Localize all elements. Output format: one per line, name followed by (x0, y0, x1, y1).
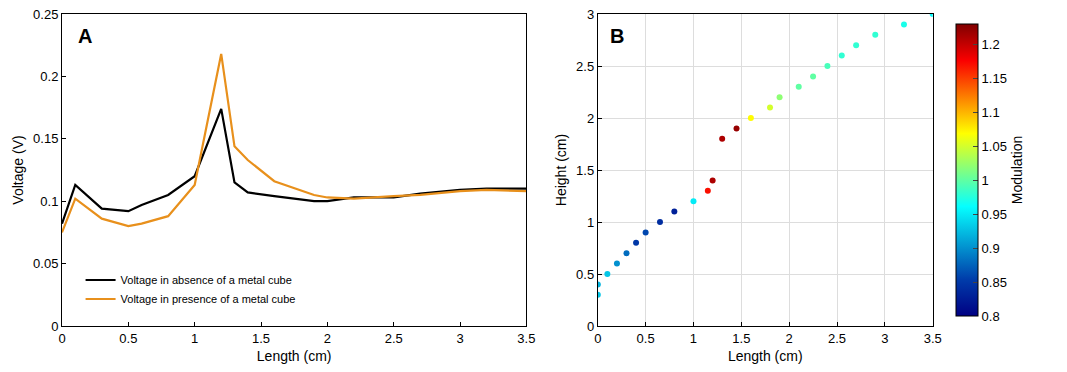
svg-text:0.8: 0.8 (982, 309, 1000, 324)
svg-text:3: 3 (881, 331, 888, 346)
svg-text:0.9: 0.9 (982, 241, 1000, 256)
svg-text:3.5: 3.5 (924, 331, 942, 346)
svg-text:2: 2 (324, 331, 331, 346)
svg-text:0.5: 0.5 (119, 331, 137, 346)
svg-text:Height (cm): Height (cm) (553, 134, 569, 206)
svg-text:Length (cm): Length (cm) (257, 348, 332, 364)
svg-text:1.5: 1.5 (252, 331, 270, 346)
svg-text:1.05: 1.05 (982, 139, 1007, 154)
svg-text:A: A (78, 25, 92, 47)
svg-text:2: 2 (786, 331, 793, 346)
svg-text:2.5: 2.5 (576, 59, 594, 74)
svg-text:0: 0 (51, 319, 58, 334)
svg-text:2.5: 2.5 (385, 331, 403, 346)
svg-text:Length (cm): Length (cm) (728, 348, 803, 364)
svg-text:0.1: 0.1 (40, 194, 58, 209)
svg-text:1: 1 (982, 173, 989, 188)
svg-text:Voltage in absence of a metal: Voltage in absence of a metal cube (121, 274, 292, 286)
svg-text:2: 2 (587, 111, 594, 126)
svg-text:3.5: 3.5 (517, 331, 535, 346)
svg-text:0.95: 0.95 (982, 207, 1007, 222)
svg-text:0.5: 0.5 (637, 331, 655, 346)
svg-text:3: 3 (456, 331, 463, 346)
svg-text:0.85: 0.85 (982, 275, 1007, 290)
svg-text:1.2: 1.2 (982, 37, 1000, 52)
svg-text:0.25: 0.25 (33, 7, 58, 22)
svg-text:1.15: 1.15 (982, 71, 1007, 86)
svg-text:1.1: 1.1 (982, 105, 1000, 120)
svg-text:Modulation: Modulation (1009, 136, 1025, 205)
svg-text:1: 1 (690, 331, 697, 346)
svg-text:1: 1 (191, 331, 198, 346)
svg-text:0: 0 (594, 331, 601, 346)
svg-text:Voltage (V): Voltage (V) (10, 135, 26, 204)
svg-text:3: 3 (587, 7, 594, 22)
svg-text:B: B (610, 25, 624, 47)
svg-text:0.2: 0.2 (40, 69, 58, 84)
svg-text:Voltage in presence of a metal: Voltage in presence of a metal cube (121, 293, 296, 305)
svg-text:0: 0 (58, 331, 65, 346)
svg-text:0.05: 0.05 (33, 256, 58, 271)
svg-text:0.5: 0.5 (576, 267, 594, 282)
svg-text:0: 0 (587, 319, 594, 334)
svg-text:1.5: 1.5 (576, 163, 594, 178)
svg-text:1.5: 1.5 (732, 331, 750, 346)
svg-text:0.15: 0.15 (33, 131, 58, 146)
svg-text:1: 1 (587, 215, 594, 230)
svg-text:2.5: 2.5 (828, 331, 846, 346)
